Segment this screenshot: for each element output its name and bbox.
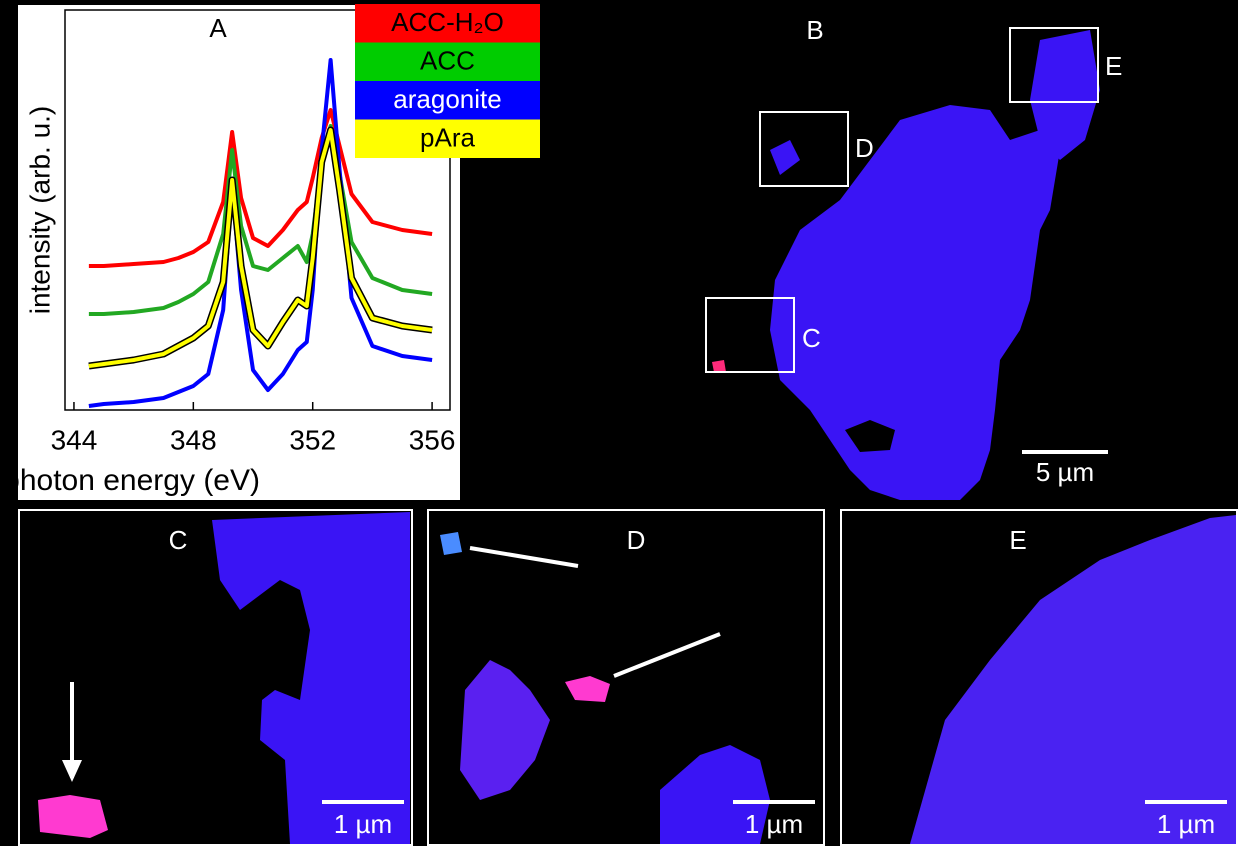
x-tick-label: 344 [51, 424, 98, 455]
inset-box [1009, 27, 1099, 103]
particle [38, 795, 108, 838]
particle [770, 105, 1060, 500]
inset-label: D [855, 133, 874, 163]
legend-label: aragonite [393, 84, 501, 114]
legend-label: ACC-H₂O [391, 7, 504, 37]
x-tick-label: 352 [289, 424, 336, 455]
inset-box [705, 297, 795, 373]
particle [565, 676, 610, 702]
particle [1030, 30, 1100, 160]
arrow [613, 632, 721, 678]
legend-label: pAra [420, 123, 475, 153]
series-line [88, 108, 433, 268]
panel-d: D 1 µm [427, 509, 825, 846]
particle [770, 140, 800, 175]
inset-box [759, 111, 849, 187]
scale-label: 1 µm [1157, 809, 1215, 839]
plot-frame [64, 9, 451, 411]
legend-swatch [355, 81, 540, 120]
particle [212, 512, 410, 844]
particle [712, 360, 726, 372]
arrow [469, 546, 579, 568]
panel-label: B [806, 15, 823, 45]
panel-e: E 1 µm [840, 509, 1238, 846]
legend-label: ACC [420, 46, 475, 76]
panel-b: B C D E 5 µm [705, 15, 1122, 500]
scale-label: 1 µm [334, 809, 392, 839]
inset-label: E [1105, 51, 1122, 81]
panel-c: C 1 µm [18, 509, 413, 846]
inset-label: C [802, 323, 821, 353]
legend-swatch [355, 42, 540, 81]
chart-title: A [209, 13, 227, 43]
particle [910, 515, 1236, 844]
hole [845, 420, 895, 452]
scale-label: 1 µm [745, 809, 803, 839]
particle [460, 660, 550, 800]
legend-swatch [355, 119, 540, 158]
particle [440, 532, 462, 555]
particle [660, 745, 770, 844]
y-axis-label: intensity (arb. u.) [24, 106, 55, 315]
x-tick-label: 348 [170, 424, 217, 455]
series-line [88, 128, 433, 368]
scale-label: 5 µm [1036, 457, 1094, 487]
legend-swatch [355, 4, 540, 43]
arrow-head [62, 760, 82, 782]
x-tick-label: 356 [409, 424, 456, 455]
panel-label: C [169, 525, 188, 555]
x-axis-label: photon energy (eV) [3, 464, 260, 497]
panel-label: D [627, 525, 646, 555]
panel-label: E [1009, 525, 1026, 555]
